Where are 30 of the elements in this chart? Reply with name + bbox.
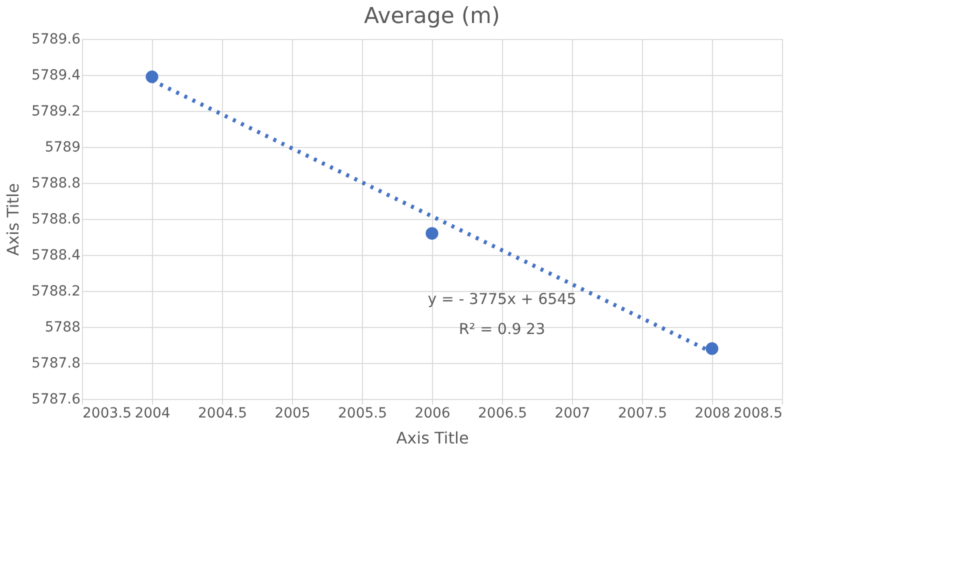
point [706, 342, 718, 355]
x-tick-label: 2008.5 [734, 406, 782, 422]
y-tick-label: 5789.2 [32, 104, 80, 120]
point [146, 70, 158, 84]
y-tick-label: 5788.2 [32, 284, 80, 300]
x-axis-title: Axis Title [396, 428, 469, 448]
y-tick-label: 5789.4 [32, 68, 81, 84]
y-axis-title: Axis Title [4, 183, 23, 256]
x-tick-label: 2006 [414, 406, 450, 422]
x-tick-label: 2007.5 [618, 406, 667, 422]
x-tick-label: 2004.5 [198, 406, 247, 422]
y-tick-label: 5789 [44, 140, 80, 156]
x-tick-label: 2006.5 [478, 406, 527, 422]
annotation: y = - 3775x + 6545 [428, 290, 576, 308]
x-tick-label: 2007 [554, 406, 590, 422]
x-tick-label: 2004 [134, 406, 170, 422]
y-tick-label: 5788.4 [32, 248, 81, 264]
y-tick-label: 5788.8 [32, 176, 80, 192]
y-tick-label: 5787.6 [32, 392, 81, 408]
y-tick-label: 5788 [44, 320, 80, 336]
x-tick-label: 2005 [274, 406, 310, 422]
point [426, 227, 438, 240]
y-tick-label: 5788.6 [32, 212, 81, 228]
x-tick-label: 2008 [694, 406, 730, 422]
y-tick-label: 5787.8 [32, 356, 80, 372]
annotation: R² = 0.9 23 [458, 320, 546, 338]
chart-title: Average (m) [364, 4, 500, 29]
x-tick-label: 2005.5 [338, 406, 387, 422]
y-tick-label: 5789.6 [32, 32, 81, 48]
x-tick-label: 2003.5 [82, 406, 132, 422]
